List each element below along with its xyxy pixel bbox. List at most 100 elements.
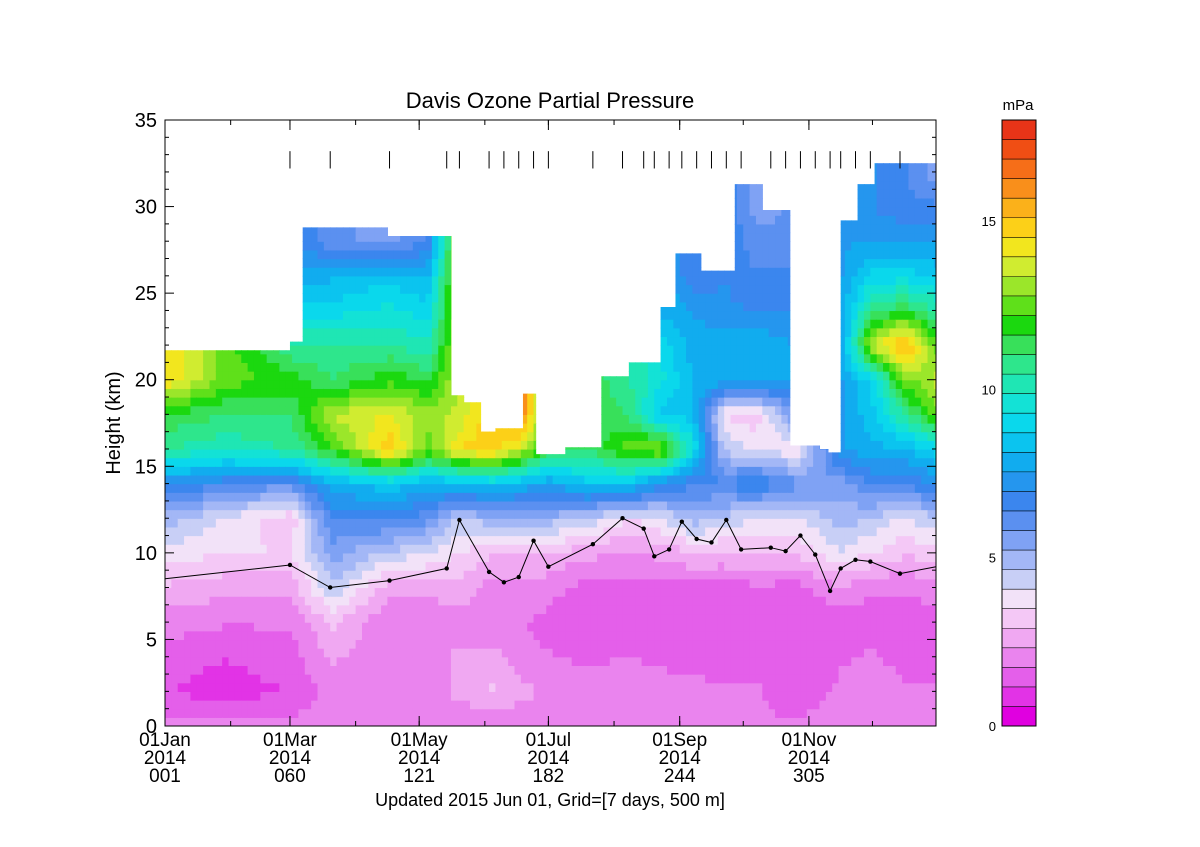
heat-cell (508, 466, 516, 476)
heat-cell (177, 596, 185, 606)
heat-cell (489, 561, 497, 571)
heat-cell (209, 353, 217, 363)
heat-cell (412, 379, 420, 389)
heat-cell (558, 388, 566, 398)
heat-cell (590, 353, 598, 363)
heat-cell (311, 535, 319, 545)
heat-cell (196, 345, 204, 355)
heat-cell (590, 388, 598, 398)
heat-cell (431, 206, 439, 216)
heat-cell (253, 604, 261, 615)
heat-cell (209, 596, 217, 606)
heat-cell (622, 215, 630, 225)
heat-cell (203, 630, 211, 641)
heat-cell (298, 189, 306, 199)
heat-cell (381, 301, 388, 312)
heat-cell (266, 509, 274, 519)
heat-cell (304, 414, 312, 424)
heat-cell (501, 691, 509, 701)
heat-cell (196, 327, 204, 338)
heat-cell (470, 578, 477, 589)
heat-cell (444, 604, 452, 615)
heat-cell (330, 284, 338, 294)
heat-cell (234, 587, 242, 597)
heat-cell (222, 483, 230, 493)
heat-cell (565, 206, 573, 216)
heat-cell (457, 682, 465, 692)
heat-cell (641, 371, 649, 381)
heat-cell (393, 371, 401, 381)
heat-cell (546, 457, 554, 467)
heat-cell (578, 596, 585, 606)
heat-cell (215, 570, 223, 580)
heat-cell (520, 440, 528, 450)
heat-cell (501, 674, 509, 684)
heat-cell (253, 509, 261, 519)
heat-cell (241, 319, 249, 329)
heat-cell (177, 284, 185, 294)
heat-cell (349, 561, 357, 571)
heat-cell (558, 215, 566, 225)
heat-cell (266, 171, 274, 182)
heat-cell (597, 189, 605, 199)
heat-cell (381, 613, 388, 623)
heat-cell (368, 604, 376, 615)
heat-cell (495, 371, 503, 381)
heat-cell (431, 163, 439, 164)
heat-cell (311, 561, 319, 571)
heat-cell (501, 622, 509, 632)
heat-cell (558, 232, 566, 242)
heat-cell (489, 596, 497, 606)
heat-cell (165, 622, 172, 632)
heat-cell (622, 440, 630, 450)
heat-cell (590, 570, 598, 580)
heat-cell (419, 544, 427, 554)
heat-cell (368, 708, 376, 718)
heat-cell (431, 466, 439, 476)
heat-cell (628, 189, 636, 199)
heat-cell (184, 189, 192, 199)
heat-cell (253, 163, 261, 164)
heat-cell (241, 284, 249, 294)
heat-cell (450, 414, 458, 424)
heat-cell (597, 682, 605, 692)
heat-cell (241, 604, 249, 615)
heat-cell (292, 578, 300, 589)
heat-cell (406, 526, 414, 537)
heat-cell (406, 700, 414, 710)
heat-cell (552, 483, 560, 493)
heat-cell (406, 500, 414, 511)
heat-cell (438, 552, 446, 563)
heat-cell (279, 613, 287, 623)
heat-cell (641, 440, 649, 450)
heat-cell (590, 613, 598, 623)
heat-cell (215, 241, 223, 251)
heat-cell (501, 163, 509, 164)
heat-cell (190, 319, 198, 329)
heat-cell (597, 665, 605, 675)
heat-cell (590, 500, 598, 511)
heat-cell (609, 267, 617, 277)
heat-cell (425, 405, 433, 415)
heat-cell (304, 336, 312, 346)
heat-cell (609, 215, 617, 225)
heat-cell (527, 189, 535, 199)
heat-cell (603, 440, 611, 450)
heat-cell (450, 180, 458, 190)
heat-cell (603, 648, 611, 658)
heat-cell (215, 500, 223, 511)
heat-cell (444, 518, 452, 528)
heat-cell (209, 241, 217, 251)
heat-cell (476, 301, 484, 312)
heat-cell (393, 691, 401, 701)
heat-cell (330, 405, 338, 415)
heat-cell (228, 379, 236, 389)
heat-cell (616, 180, 624, 190)
heat-cell (336, 613, 344, 623)
heat-cell (482, 232, 490, 242)
heat-cell (520, 431, 528, 441)
heat-cell (463, 189, 471, 199)
heat-cell (209, 518, 217, 528)
heat-cell (184, 500, 192, 511)
heat-cell (190, 526, 198, 537)
